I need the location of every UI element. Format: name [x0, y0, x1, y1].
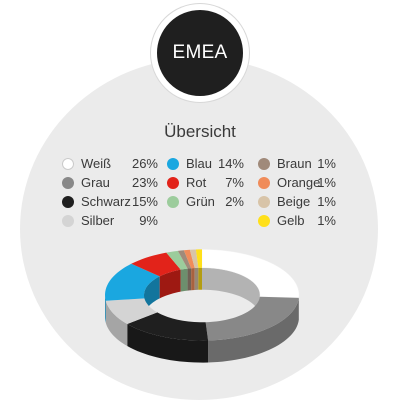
inner-wall-gruen — [180, 268, 188, 292]
legend-swatch — [62, 158, 74, 170]
region-badge: EMEA — [151, 4, 249, 102]
slice-blau — [105, 263, 160, 301]
outer-wall-blau — [105, 295, 106, 323]
slice-gelb — [195, 249, 202, 268]
slice-rot — [131, 252, 181, 277]
legend-value: 15% — [131, 194, 158, 209]
legend-label: Gelb — [277, 213, 305, 228]
legend-label: Blau — [186, 156, 213, 171]
legend-swatch — [258, 158, 270, 170]
legend-swatch — [62, 196, 74, 208]
legend-value: 2% — [225, 194, 244, 209]
donut-chart — [105, 249, 300, 363]
legend-swatch — [258, 215, 270, 227]
inner-wall-beige — [194, 267, 199, 290]
legend-swatch — [62, 215, 74, 227]
legend-label: Orange — [277, 175, 321, 190]
slice-weiss — [201, 249, 300, 299]
legend-label: Weiß — [81, 156, 112, 171]
region-label: EMEA — [172, 42, 228, 63]
legend-label: Schwarz — [81, 194, 131, 209]
legend-value: 26% — [131, 156, 158, 171]
inner-wall-rot — [159, 269, 181, 299]
legend-value: 14% — [217, 156, 244, 171]
legend-label: Grau — [81, 175, 110, 190]
inner-wall-weiss — [202, 267, 260, 317]
legend-label: Braun — [277, 156, 312, 171]
legend-swatch — [167, 158, 179, 170]
legend-value: 1% — [317, 213, 336, 228]
legend-label: Rot — [186, 175, 207, 190]
legend-value: 23% — [131, 175, 158, 190]
slice-orange — [183, 249, 195, 269]
inner-wall-braun — [187, 268, 192, 291]
legend-value: 1% — [317, 175, 336, 190]
legend-swatch — [258, 177, 270, 189]
legend-label: Beige — [277, 194, 311, 209]
legend-swatch — [167, 177, 179, 189]
legend-value: 9% — [139, 213, 158, 228]
legend-value: 1% — [317, 156, 336, 171]
legend-swatch — [167, 196, 179, 208]
slice-beige — [189, 249, 199, 268]
legend-label: Silber — [81, 213, 115, 228]
legend-swatch — [258, 196, 270, 208]
legend-swatch — [62, 177, 74, 189]
legend-value: 1% — [317, 194, 336, 209]
slice-grau — [205, 296, 299, 341]
outer-wall-silber — [105, 300, 128, 347]
outer-wall-schwarz — [127, 324, 209, 363]
inner-wall-gelb — [198, 267, 202, 290]
chart-title: Übersicht — [164, 122, 236, 141]
slice-braun — [177, 250, 192, 269]
outer-wall-grau — [208, 297, 299, 363]
legend-label: Grün — [186, 194, 215, 209]
inner-wall-orange — [191, 267, 195, 291]
slice-gruen — [166, 250, 188, 270]
slice-schwarz — [127, 312, 209, 341]
slice-silber — [105, 298, 158, 325]
legend-value: 7% — [225, 175, 244, 190]
